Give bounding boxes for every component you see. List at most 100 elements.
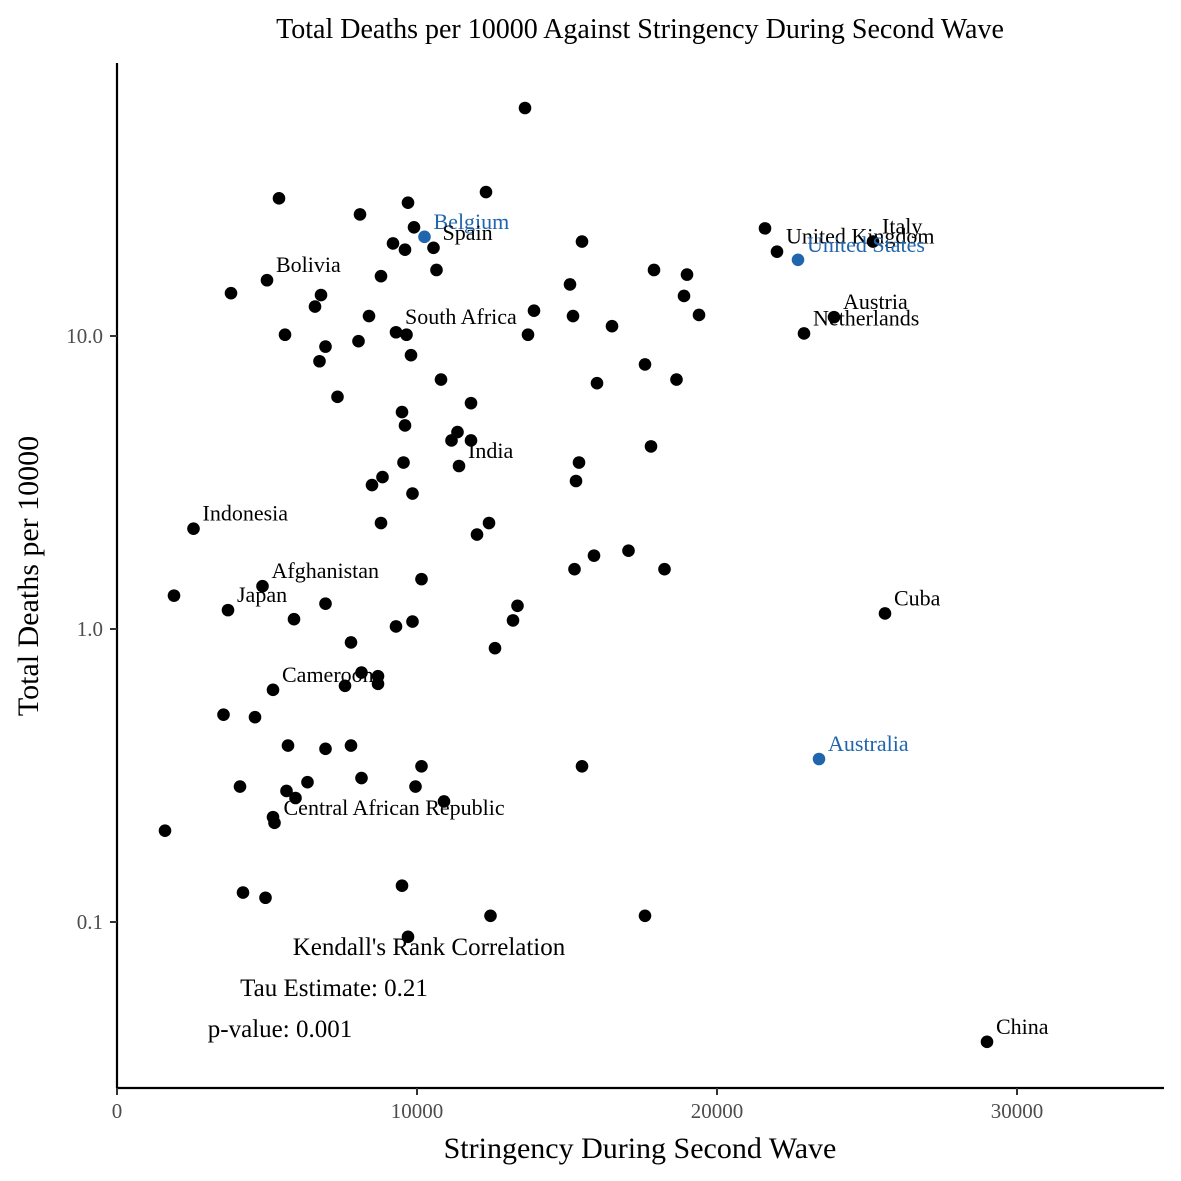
data-point: [605, 319, 619, 333]
point-label-japan: Japan: [237, 582, 287, 607]
data-point: [506, 614, 520, 627]
data-point: [434, 373, 448, 386]
x-tick-label: 10000: [391, 1099, 444, 1123]
point-label-bolivia: Bolivia: [276, 252, 341, 277]
data-point: [344, 636, 358, 649]
data-point: [167, 589, 181, 602]
data-point: [464, 434, 478, 447]
data-point: [568, 562, 581, 576]
data-point: [289, 791, 302, 805]
data-point: [344, 739, 358, 752]
data-point: [658, 562, 671, 576]
data-point: [395, 879, 409, 893]
data-point: [398, 419, 412, 432]
data-point: [331, 390, 344, 404]
data-point: [569, 474, 583, 488]
data-point: [355, 771, 368, 785]
point-label-belgium: Belgium: [434, 209, 510, 234]
points-layer: [158, 101, 994, 1049]
data-point: [266, 683, 280, 697]
chart-title: Total Deaths per 10000 Against Stringenc…: [276, 14, 1004, 45]
data-point: [484, 909, 497, 923]
point-label-austria: Austria: [843, 289, 908, 314]
data-point: [566, 309, 580, 323]
data-point: [827, 310, 841, 324]
data-point: [406, 487, 419, 500]
data-point: [187, 522, 200, 535]
data-point: [400, 328, 413, 342]
data-point: [224, 286, 238, 300]
x-tick-label: 0: [112, 1099, 123, 1123]
data-point: [575, 759, 589, 773]
point-label-china: China: [996, 1014, 1049, 1039]
point-label-south-africa: South Africa: [405, 304, 517, 329]
data-point: [638, 358, 652, 371]
x-tick-label: 20000: [691, 1099, 744, 1123]
data-point: [980, 1035, 994, 1049]
data-point: [409, 780, 422, 793]
data-point: [644, 440, 658, 453]
data-point: [313, 354, 326, 368]
y-axis-ticks: 0.1 1.0 10.0: [66, 324, 117, 934]
data-point: [791, 253, 805, 267]
data-point: [647, 263, 661, 277]
data-point: [260, 273, 274, 287]
data-point: [355, 666, 368, 679]
x-axis-title: Stringency During Second Wave: [444, 1132, 837, 1165]
data-point: [236, 886, 250, 899]
data-point: [365, 478, 379, 492]
data-point: [758, 222, 772, 235]
data-point: [308, 300, 322, 313]
data-point: [272, 192, 286, 205]
data-point: [638, 909, 652, 923]
data-point: [452, 459, 466, 473]
data-point: [587, 549, 601, 562]
data-point: [677, 289, 691, 303]
data-point: [406, 615, 419, 628]
data-point: [797, 327, 811, 340]
data-point: [479, 185, 493, 199]
data-point: [259, 891, 272, 905]
data-point: [314, 288, 328, 302]
x-axis-ticks: 0 10000 20000 30000: [112, 1088, 1044, 1123]
annotation-tau: Tau Estimate: 0.21: [240, 975, 428, 1002]
data-point: [248, 710, 262, 724]
data-point: [692, 308, 706, 322]
data-point: [430, 263, 443, 277]
point-label-netherlands: Netherlands: [813, 305, 919, 330]
data-point: [319, 742, 332, 756]
data-point: [352, 334, 365, 348]
y-tick-label: 10.0: [66, 324, 103, 348]
point-label-afghanistan: Afghanistan: [272, 558, 380, 583]
data-point: [866, 235, 880, 248]
data-point: [389, 325, 403, 339]
data-point: [389, 620, 403, 633]
data-point: [353, 208, 367, 221]
data-point: [319, 597, 332, 610]
data-point: [470, 528, 484, 541]
data-point: [268, 816, 281, 830]
data-point: [397, 456, 410, 469]
data-point: [398, 243, 412, 257]
data-point: [281, 739, 295, 752]
data-point: [362, 309, 376, 323]
point-label-cuba: Cuba: [894, 585, 941, 610]
data-point: [427, 241, 440, 255]
data-point: [770, 245, 784, 258]
data-point: [401, 930, 415, 944]
data-point: [482, 516, 496, 530]
data-point: [670, 373, 683, 386]
data-point: [301, 775, 314, 789]
data-point: [221, 603, 235, 617]
data-point: [287, 612, 301, 626]
data-point: [401, 196, 415, 210]
x-tick-label: 30000: [991, 1099, 1044, 1123]
annotation-method: Kendall's Rank Correlation: [293, 934, 566, 961]
data-point: [319, 340, 332, 353]
data-point: [680, 268, 694, 281]
point-label-italy: Italy: [882, 214, 922, 239]
point-label-cameroon: Cameroon: [282, 662, 374, 687]
data-point: [415, 572, 428, 586]
